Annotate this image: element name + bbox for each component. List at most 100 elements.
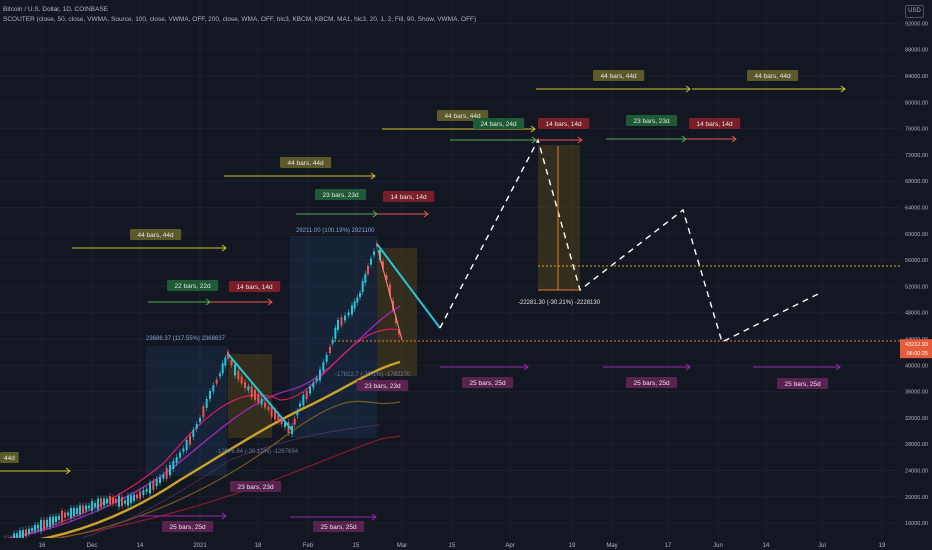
indicator-legend[interactable]: SCOUTER (close, 50, close, VWMA, Source,… <box>3 16 477 23</box>
price-tick: 84000.00 <box>905 74 928 80</box>
candle <box>312 382 315 388</box>
candle <box>25 529 27 537</box>
ma-line <box>39 424 381 549</box>
time-tick: 15 <box>449 543 456 549</box>
candle <box>149 482 151 494</box>
candle <box>270 406 273 417</box>
price-axis-bg <box>900 0 932 550</box>
candle <box>257 394 260 403</box>
candle <box>106 498 108 504</box>
label-text: 25 bars, 25d <box>470 380 507 387</box>
projection-path <box>439 138 823 343</box>
candle <box>133 494 135 501</box>
candle <box>329 347 331 353</box>
candle <box>293 418 296 425</box>
candle <box>67 512 69 516</box>
candle <box>325 354 328 362</box>
label-box <box>130 229 182 240</box>
candle <box>28 528 30 534</box>
candle <box>152 480 155 490</box>
price-tick: 56000.00 <box>905 258 928 264</box>
price-tick: 76000.00 <box>905 127 928 133</box>
candle <box>254 390 256 400</box>
candle <box>247 386 250 391</box>
arrow-head <box>685 85 691 93</box>
candle <box>351 305 353 315</box>
candle <box>264 402 266 408</box>
measure-box <box>146 346 227 476</box>
candle <box>202 406 205 418</box>
candle <box>19 530 21 542</box>
candle <box>179 452 181 458</box>
candle <box>159 477 161 483</box>
candle <box>112 497 114 504</box>
candle <box>162 474 165 479</box>
candle <box>379 250 381 260</box>
arrow-head <box>731 135 737 143</box>
candle <box>118 495 120 507</box>
candle <box>315 378 318 382</box>
candle <box>70 508 72 518</box>
candle <box>221 363 224 374</box>
candle <box>76 508 78 514</box>
candle <box>250 386 253 398</box>
label-text: 44 bars, 44d <box>601 73 638 80</box>
label-box <box>383 191 435 202</box>
label-text: 14 bars, 14d <box>546 121 583 128</box>
candle <box>109 496 111 504</box>
bar-count-label: 44 bars, 44d <box>280 157 332 168</box>
measure-label: 23686.37 (117.55%) 2368637 <box>146 336 226 342</box>
time-tick: 18 <box>255 543 262 549</box>
candle <box>356 297 359 303</box>
time-tick: 19 <box>569 543 576 549</box>
label-text: 22 bars, 22d <box>175 283 212 290</box>
time-tick: May <box>606 543 617 549</box>
candle <box>64 512 66 518</box>
candle <box>205 398 208 408</box>
price-tick: 92000.00 <box>905 21 928 27</box>
price-tick: 64000.00 <box>905 206 928 212</box>
currency-button[interactable]: USD <box>905 5 924 18</box>
candle <box>185 440 188 450</box>
time-tick: 19 <box>879 543 886 549</box>
bar-count-label: 25 bars, 25d <box>313 521 365 532</box>
candle <box>103 498 105 506</box>
bar-count-label: 23 bars, 23d <box>357 380 409 391</box>
label-text: 25 bars, 25d <box>634 380 671 387</box>
time-tick: Apr <box>505 543 514 549</box>
candle <box>49 517 51 527</box>
time-tick: 15 <box>353 543 360 549</box>
candle <box>305 391 308 399</box>
label-box <box>747 70 799 81</box>
candle <box>260 398 263 405</box>
label-text: 23 bars, 23d <box>323 192 360 199</box>
candle <box>130 495 132 504</box>
candle <box>344 315 346 321</box>
time-tick: Feb <box>303 543 314 549</box>
label-box <box>229 281 281 292</box>
candle <box>165 467 168 479</box>
price-tick: 80000.00 <box>905 100 928 106</box>
trend-line <box>377 249 403 341</box>
candle <box>172 461 175 469</box>
candle <box>88 505 90 509</box>
candle <box>389 284 391 296</box>
bar-count-label: 44 bars, 44d <box>130 229 182 240</box>
candle <box>361 281 364 293</box>
candle <box>215 379 218 384</box>
bar-count-label: 44d <box>0 452 19 463</box>
bar-countdown: 06:00:25 <box>907 351 928 357</box>
candle <box>212 385 215 392</box>
candle <box>337 320 339 330</box>
candle <box>46 519 48 527</box>
label-box <box>777 378 829 389</box>
candle <box>395 317 397 323</box>
candle <box>169 465 171 475</box>
price-tick: 68000.00 <box>905 179 928 185</box>
time-tick: Mar <box>397 543 407 549</box>
candle <box>280 419 283 425</box>
candle <box>195 424 198 430</box>
time-tick: Dec <box>87 543 98 549</box>
price-tick: 32000.00 <box>905 416 928 422</box>
